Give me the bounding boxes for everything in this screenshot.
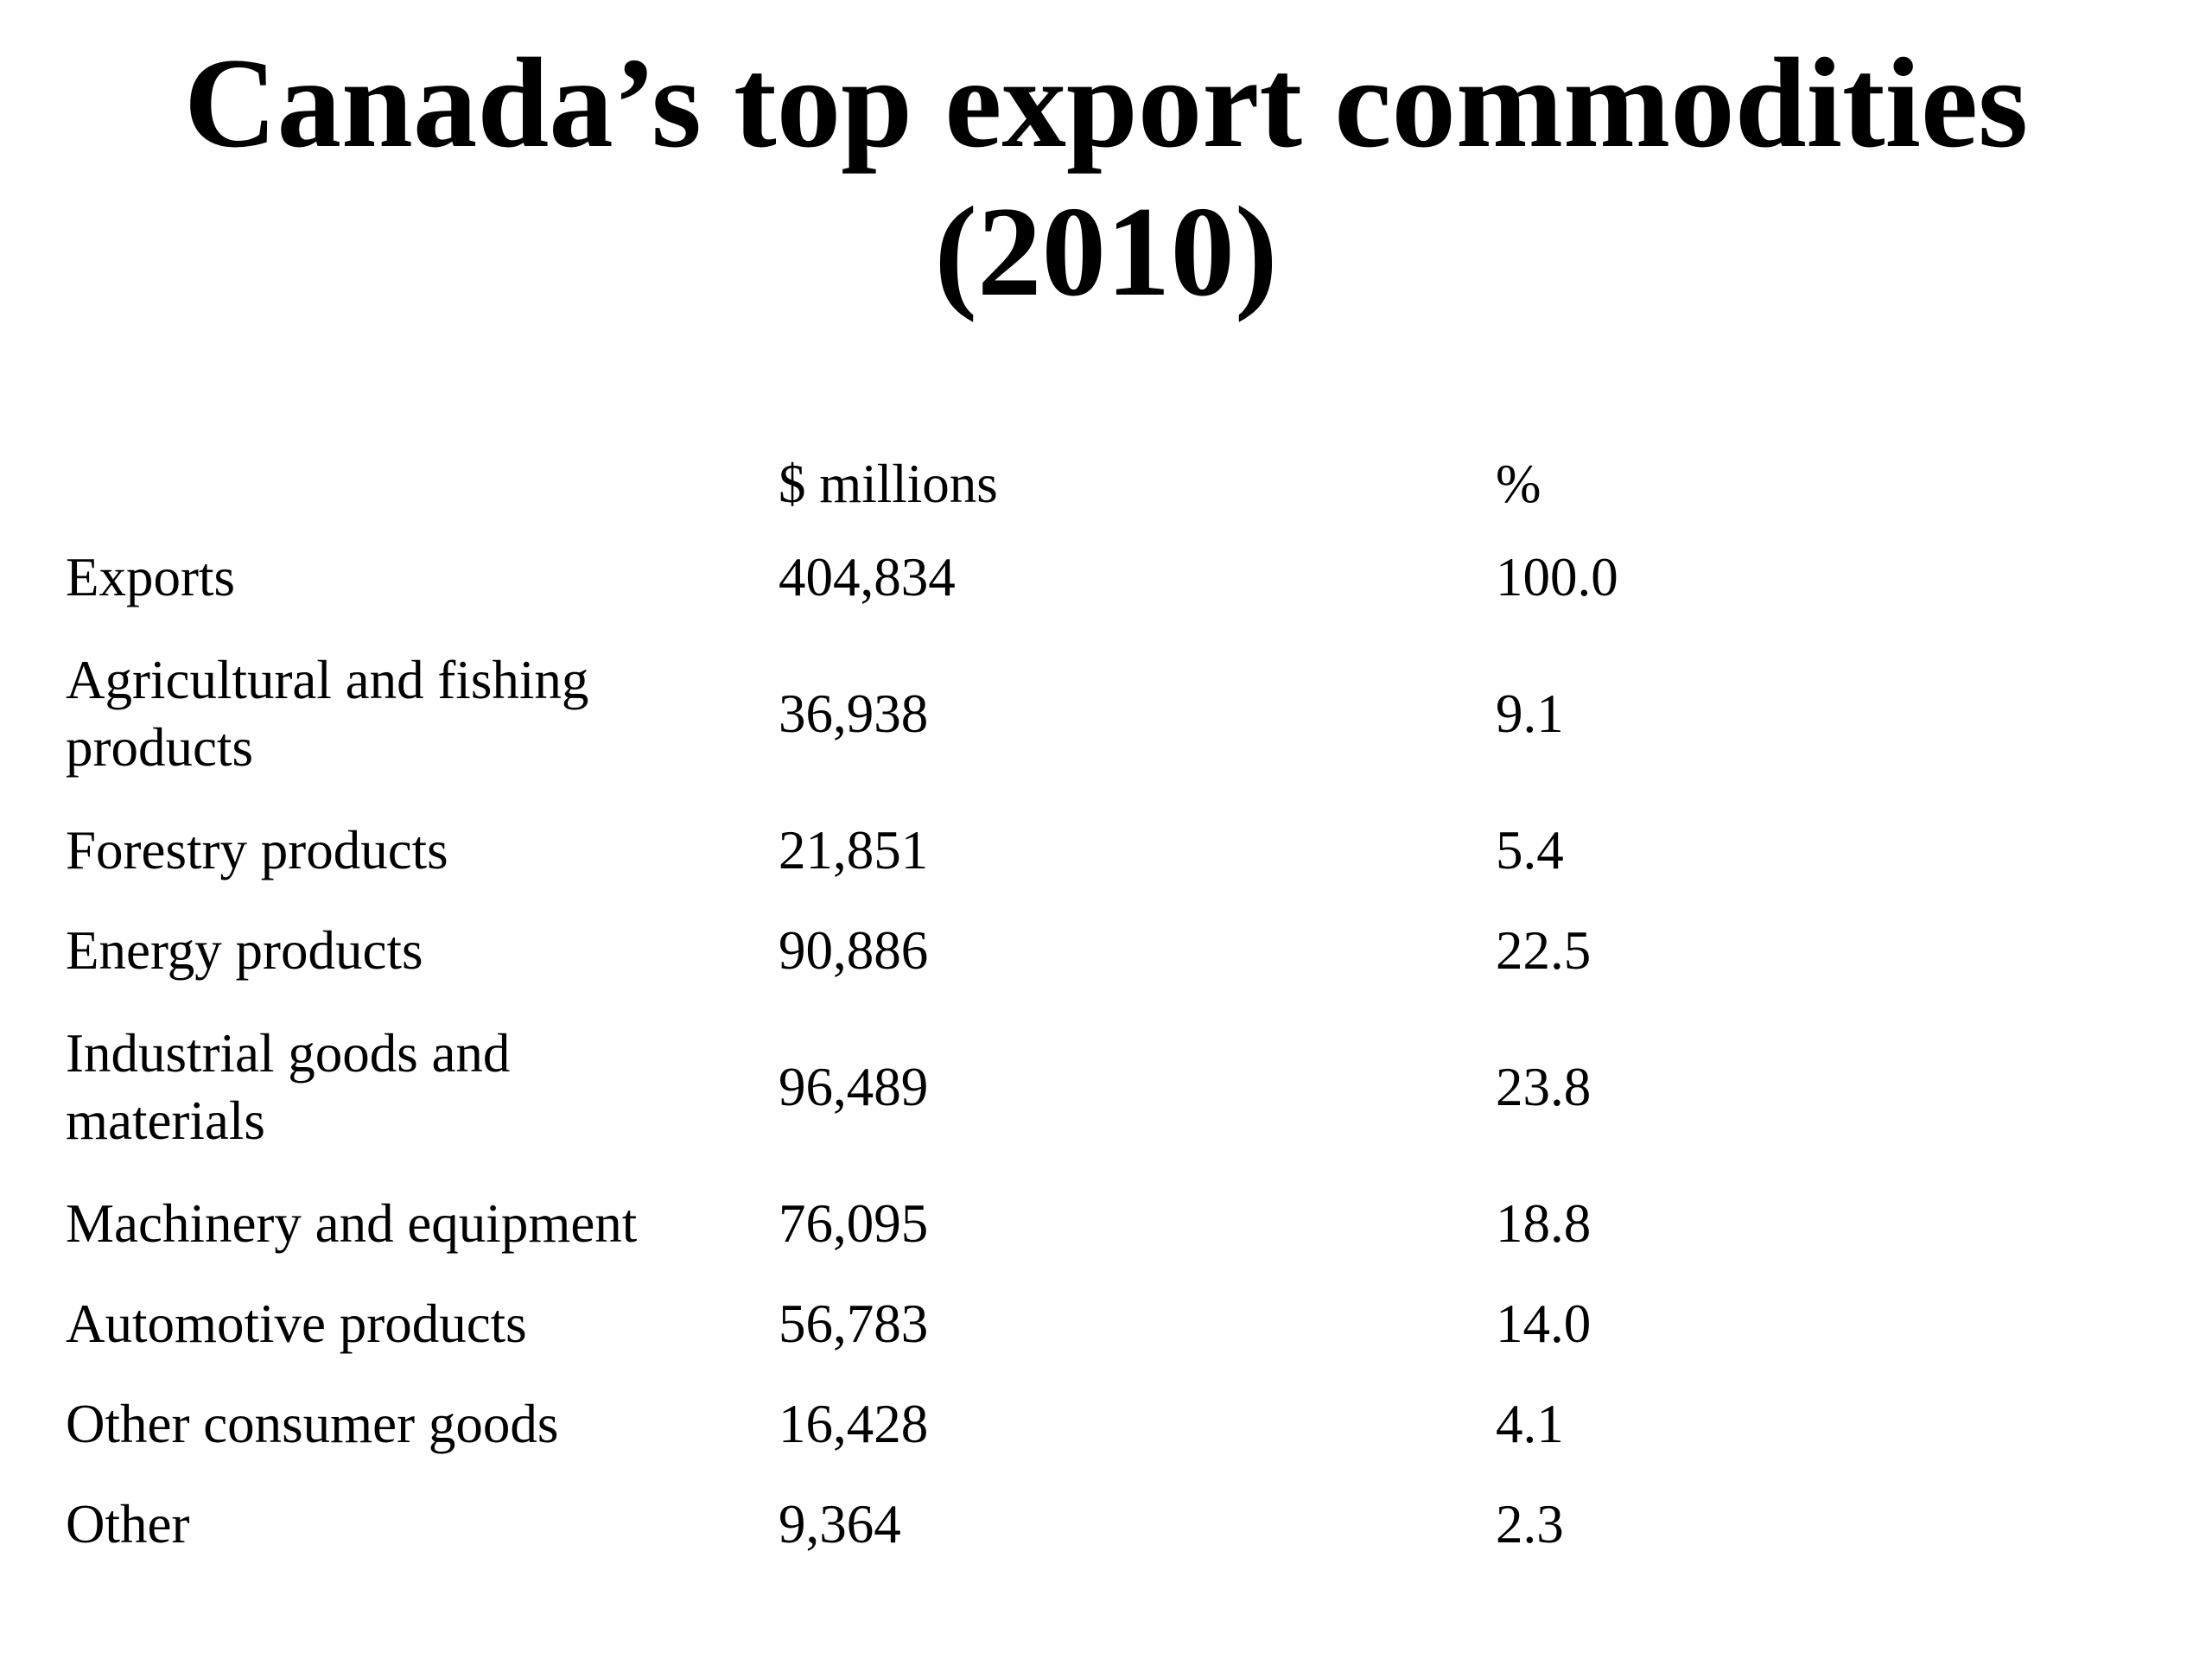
slide-title: Canada’s top export commodities (2010) (0, 29, 2212, 327)
row-label: Agricultural and fishing products (66, 650, 589, 778)
table-row: Agricultural and fishing products 36,938… (66, 627, 2053, 800)
table-row: Automotive products 56,783 14.0 (66, 1274, 2053, 1374)
table-row: Forestry products 21,851 5.4 (66, 800, 2053, 900)
row-percent: 5.4 (1496, 820, 1564, 880)
row-millions: 96,489 (779, 1057, 929, 1117)
row-millions: 404,834 (779, 547, 956, 607)
row-millions: 21,851 (779, 820, 929, 880)
row-label: Industrial goods and materials (66, 1023, 511, 1151)
row-label: Automotive products (66, 1294, 527, 1354)
row-percent: 18.8 (1496, 1193, 1592, 1254)
row-label: Other consumer goods (66, 1394, 559, 1454)
table-row: Other consumer goods 16,428 4.1 (66, 1374, 2053, 1474)
row-percent: 23.8 (1496, 1057, 1592, 1117)
row-percent: 2.3 (1496, 1494, 1564, 1554)
row-label-cell: Industrial goods and materials (66, 1020, 779, 1154)
table-row: Industrial goods and materials 96,489 23… (66, 1001, 2053, 1173)
row-percent: 14.0 (1496, 1294, 1592, 1354)
header-percent: % (1496, 454, 1541, 514)
row-percent: 9.1 (1496, 683, 1564, 744)
row-millions: 76,095 (779, 1193, 929, 1254)
row-millions: 9,364 (779, 1494, 901, 1554)
header-millions: $ millions (779, 454, 998, 514)
row-label-cell: Agricultural and fishing products (66, 646, 779, 781)
row-millions: 36,938 (779, 683, 929, 744)
row-percent: 4.1 (1496, 1394, 1564, 1454)
table-row: Exports 404,834 100.0 (66, 527, 2053, 627)
row-percent: 100.0 (1496, 547, 1618, 607)
row-label: Exports (66, 547, 235, 607)
row-label: Other (66, 1494, 190, 1554)
row-label: Energy products (66, 920, 423, 981)
export-commodities-table: $ millions % Exports 404,834 100.0 Agric… (66, 441, 2053, 1574)
table-row: Machinery and equipment 76,095 18.8 (66, 1173, 2053, 1274)
row-millions: 90,886 (779, 920, 929, 981)
table-row: Other 9,364 2.3 (66, 1474, 2053, 1574)
slide-title-line-2: (2010) (934, 181, 1278, 323)
slide-title-line-1: Canada’s top export commodities (183, 32, 2029, 175)
row-millions: 56,783 (779, 1294, 929, 1354)
row-label: Machinery and equipment (66, 1193, 638, 1254)
row-label: Forestry products (66, 820, 448, 880)
row-percent: 22.5 (1496, 920, 1592, 981)
table-row: Energy products 90,886 22.5 (66, 900, 2053, 1001)
table-header-row: $ millions % (66, 441, 2053, 527)
row-millions: 16,428 (779, 1394, 929, 1454)
